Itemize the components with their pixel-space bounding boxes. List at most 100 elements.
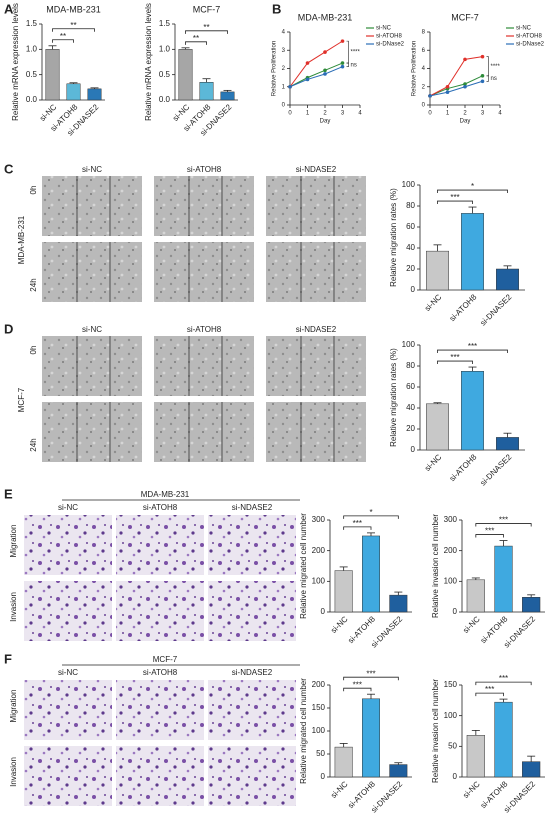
series-line bbox=[429, 75, 483, 97]
y-tick-label: 60 bbox=[406, 222, 415, 231]
legend-label: si-DNase2 bbox=[376, 42, 405, 48]
y-axis-label: Relative migration rates (%) bbox=[389, 188, 398, 287]
micrograph bbox=[116, 581, 204, 641]
significance-bracket bbox=[343, 526, 372, 530]
series-point bbox=[480, 74, 485, 78]
significance-bracket bbox=[437, 360, 473, 365]
y-tick-label: 1 bbox=[282, 84, 286, 90]
y-tick-label: 0 bbox=[321, 607, 326, 616]
y-tick-label: 0 bbox=[411, 285, 416, 294]
y-tick-label: 2 bbox=[422, 84, 426, 90]
significance-bracket bbox=[185, 30, 228, 34]
y-tick-label: 200 bbox=[312, 546, 326, 555]
bar bbox=[461, 213, 484, 291]
y-tick-label: 50 bbox=[448, 741, 457, 750]
significance-bracket bbox=[343, 687, 372, 692]
x-tick-label: 4 bbox=[498, 111, 502, 117]
y-tick-label: 0.5 bbox=[26, 70, 38, 79]
y-tick-label: 8 bbox=[422, 30, 426, 36]
y-tick-label: 2 bbox=[282, 66, 286, 72]
group-label: si-NDASE2 bbox=[296, 165, 337, 174]
bar bbox=[220, 91, 235, 101]
micrograph bbox=[42, 336, 142, 396]
y-axis-label: Relative invasion cell number bbox=[431, 514, 440, 618]
significance-bracket bbox=[346, 62, 349, 67]
panel-letter: E bbox=[4, 486, 13, 501]
y-tick-label: 20 bbox=[406, 424, 415, 433]
significance-bracket bbox=[475, 534, 504, 538]
series-point bbox=[445, 84, 450, 89]
bar bbox=[362, 698, 380, 778]
cell-line-label: MCF-7 bbox=[153, 655, 178, 664]
legend-label: si-ATOH8 bbox=[376, 34, 402, 40]
legend-label: si-DNase2 bbox=[516, 42, 545, 48]
y-tick-label: 0 bbox=[453, 607, 458, 616]
significance-label: *** bbox=[499, 674, 508, 683]
y-tick-label: 150 bbox=[444, 680, 458, 689]
x-tick-label: 1 bbox=[306, 111, 310, 117]
significance-bracket bbox=[437, 189, 508, 194]
chart-title: MCF-7 bbox=[193, 4, 221, 14]
micrograph bbox=[24, 515, 112, 575]
y-tick-label: 100 bbox=[444, 711, 458, 720]
significance-label: *** bbox=[468, 342, 477, 351]
series-point bbox=[463, 57, 467, 62]
significance-bracket bbox=[437, 349, 508, 354]
series-point bbox=[288, 84, 292, 89]
legend-label: si-ATOH8 bbox=[516, 34, 542, 40]
panel-letter: C bbox=[4, 161, 14, 176]
cell-line-label: MCF-7 bbox=[17, 387, 26, 412]
group-label: si-ATOH8 bbox=[143, 503, 178, 512]
series-point bbox=[340, 39, 345, 43]
significance-bracket bbox=[475, 523, 532, 527]
x-tick-label: si-DNASE2 bbox=[478, 452, 513, 487]
bar bbox=[334, 746, 353, 778]
bar bbox=[45, 49, 60, 101]
x-tick-label: si-ATOH8 bbox=[448, 452, 479, 483]
bar bbox=[389, 764, 408, 778]
y-axis-label: Relative Proliferation bbox=[412, 41, 418, 96]
time-label: 24h bbox=[29, 438, 38, 451]
y-tick-label: 0 bbox=[411, 445, 416, 454]
row-label: Invasion bbox=[9, 757, 18, 787]
micrograph bbox=[42, 402, 142, 462]
significance-bracket bbox=[343, 676, 399, 681]
time-label: 24h bbox=[29, 278, 38, 291]
y-axis-label: Relative invasion cell number bbox=[431, 679, 440, 783]
significance-bracket bbox=[437, 200, 473, 205]
significance-bracket bbox=[343, 515, 399, 519]
significance-label: *** bbox=[450, 193, 459, 202]
micrograph bbox=[116, 746, 204, 806]
y-tick-label: 1.0 bbox=[159, 44, 171, 53]
y-tick-label: 4 bbox=[282, 30, 286, 36]
x-tick-label: si-NC bbox=[461, 614, 482, 635]
significance-label: *** bbox=[366, 669, 375, 678]
x-tick-label: si-DNASE2 bbox=[478, 292, 513, 327]
x-tick-label: si-NC bbox=[329, 614, 350, 635]
y-tick-label: 80 bbox=[406, 361, 415, 370]
series-point bbox=[463, 84, 467, 89]
x-axis-label: Day bbox=[320, 119, 331, 125]
group-label: si-NDASE2 bbox=[232, 668, 273, 677]
y-tick-label: 200 bbox=[312, 680, 326, 689]
y-tick-label: 0.0 bbox=[159, 95, 171, 104]
significance-label: ns bbox=[491, 76, 497, 82]
series-line bbox=[289, 40, 343, 88]
x-tick-label: 3 bbox=[341, 111, 345, 117]
significance-label: ** bbox=[203, 23, 209, 32]
micrograph bbox=[208, 515, 296, 575]
x-tick-label: 1 bbox=[446, 111, 450, 117]
series-point bbox=[340, 64, 345, 69]
bar bbox=[522, 761, 541, 778]
y-tick-label: 50 bbox=[316, 749, 325, 758]
y-tick-label: 150 bbox=[312, 703, 326, 712]
legend-label: si-NC bbox=[516, 26, 532, 32]
row-label: Migration bbox=[9, 525, 18, 558]
y-tick-label: 0.5 bbox=[159, 70, 171, 79]
micrograph bbox=[24, 581, 112, 641]
bar bbox=[199, 82, 214, 101]
y-tick-label: 80 bbox=[406, 201, 415, 210]
chart-title: MDA-MB-231 bbox=[46, 4, 101, 14]
series-point bbox=[323, 72, 327, 76]
